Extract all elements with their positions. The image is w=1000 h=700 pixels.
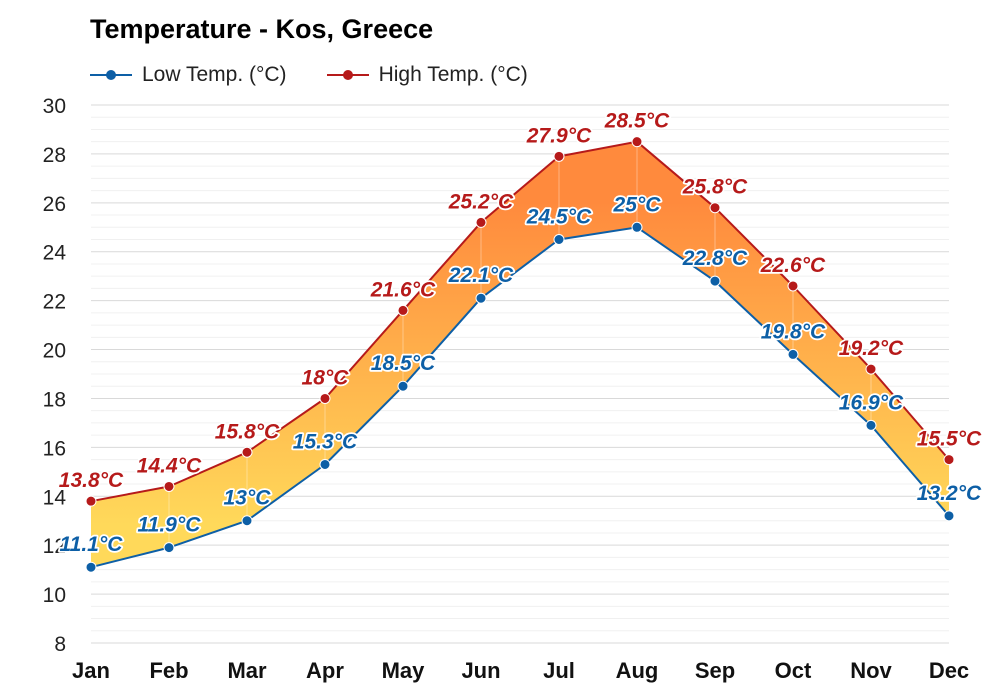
legend-swatch-low bbox=[90, 65, 132, 85]
data-point-high bbox=[943, 454, 955, 466]
data-point-low bbox=[943, 510, 955, 522]
data-label-high: 15.8°C bbox=[215, 420, 280, 443]
data-label-high: 27.9°C bbox=[526, 124, 592, 147]
x-axis: Jan Feb Mar Apr May Jun Jul Aug Sep Oct Nov Dec bbox=[72, 658, 969, 683]
legend-dot-high bbox=[342, 70, 353, 80]
data-point-high bbox=[475, 216, 487, 228]
data-point-low bbox=[475, 292, 487, 304]
data-label-high: 19.2°C bbox=[839, 337, 904, 360]
data-label-low: 11.1°C bbox=[60, 533, 124, 556]
data-point-high bbox=[553, 150, 565, 162]
y-tick-label: 10 bbox=[43, 584, 66, 607]
data-point-high bbox=[397, 304, 409, 316]
data-label-low: 22.8°C bbox=[682, 247, 748, 270]
x-tick-label: Nov bbox=[850, 658, 892, 683]
data-label-high: 18°C bbox=[302, 366, 350, 389]
data-label-high: 25.2°C bbox=[448, 190, 514, 213]
legend-dot-low bbox=[106, 70, 116, 80]
data-label-low: 13°C bbox=[224, 487, 272, 510]
data-point-low bbox=[85, 561, 97, 573]
temperature-range-area bbox=[91, 141, 949, 568]
legend-label-high: High Temp. (°C) bbox=[378, 63, 528, 86]
y-tick-label: 22 bbox=[43, 291, 66, 314]
x-tick-label: Mar bbox=[227, 658, 267, 683]
data-point-low bbox=[709, 275, 721, 287]
data-point-low bbox=[787, 348, 799, 360]
x-tick-label: Dec bbox=[929, 658, 969, 683]
legend-item-high[interactable]: High Temp. (°C) bbox=[326, 63, 528, 87]
data-label-low: 24.5°C bbox=[526, 206, 592, 229]
data-point-low bbox=[631, 221, 643, 233]
y-tick-label: 8 bbox=[54, 633, 66, 656]
data-label-low: 11.9°C bbox=[138, 514, 202, 537]
data-point-high bbox=[241, 446, 253, 458]
data-label-low: 15.3°C bbox=[293, 430, 358, 453]
data-label-high: 28.5°C bbox=[604, 110, 670, 133]
x-tick-label: Jun bbox=[461, 658, 500, 683]
chart-title: Temperature - Kos, Greece bbox=[90, 14, 434, 44]
data-label-high: 22.6°C bbox=[760, 254, 826, 277]
y-tick-label: 30 bbox=[43, 95, 66, 118]
x-tick-label: Aug bbox=[616, 658, 659, 683]
data-point-high bbox=[319, 392, 331, 404]
data-label-low: 22.1°C bbox=[448, 264, 514, 287]
data-label-high: 25.8°C bbox=[682, 176, 748, 199]
data-point-low bbox=[865, 419, 877, 431]
x-tick-label: Oct bbox=[775, 658, 812, 683]
data-label-low: 19.8°C bbox=[761, 320, 826, 343]
y-tick-label: 18 bbox=[43, 388, 66, 411]
data-point-high bbox=[85, 495, 97, 507]
data-point-high bbox=[865, 363, 877, 375]
data-label-high: 15.5°C bbox=[917, 428, 982, 451]
x-tick-label: May bbox=[382, 658, 426, 683]
y-tick-label: 28 bbox=[43, 144, 66, 167]
x-tick-label: Jul bbox=[543, 658, 575, 683]
data-point-low bbox=[553, 234, 565, 245]
data-point-low bbox=[163, 542, 175, 554]
series-layer bbox=[85, 136, 955, 573]
data-point-high bbox=[787, 280, 799, 292]
series-line-high bbox=[90, 140, 950, 503]
legend-label-low: Low Temp. (°C) bbox=[142, 63, 287, 86]
data-label-high: 13.8°C bbox=[59, 469, 124, 492]
legend-swatch-high bbox=[326, 65, 369, 85]
y-tick-label: 14 bbox=[43, 486, 67, 509]
x-tick-label: Feb bbox=[149, 658, 188, 683]
x-tick-label: Jan bbox=[72, 658, 110, 683]
temperature-band bbox=[91, 141, 949, 568]
y-tick-label: 20 bbox=[43, 340, 66, 363]
data-label-high: 14.4°C bbox=[137, 454, 202, 477]
data-point-low bbox=[241, 515, 253, 527]
y-tick-label: 26 bbox=[43, 193, 66, 216]
data-label-low: 13.2°C bbox=[917, 482, 982, 505]
data-label-low: 18.5°C bbox=[371, 352, 436, 375]
data-point-low bbox=[397, 380, 409, 392]
y-tick-label: 12 bbox=[43, 535, 66, 558]
data-label-layer: 13.8°C 14.4°C 15.8°C 18°C 21.6°C 25.2°C 27.9°C… bbox=[57, 108, 984, 558]
y-tick-label: 16 bbox=[43, 437, 66, 460]
data-point-low bbox=[319, 458, 331, 470]
series-line-low bbox=[90, 226, 950, 569]
chart-legend: Low Temp. (°C) High Temp. (°C) bbox=[90, 60, 568, 90]
x-tick-label: Apr bbox=[306, 658, 344, 683]
data-point-high bbox=[163, 480, 175, 492]
data-label-low: 16.9°C bbox=[839, 391, 904, 414]
y-axis: 8 10 12 14 16 18 20 22 24 26 28 30 bbox=[43, 95, 67, 656]
legend-item-low[interactable]: Low Temp. (°C) bbox=[90, 63, 287, 87]
data-label-high: 21.6°C bbox=[370, 278, 436, 301]
x-tick-label: Sep bbox=[695, 658, 735, 683]
data-point-high bbox=[709, 202, 721, 214]
data-point-high bbox=[631, 136, 643, 148]
data-label-low: 25°C bbox=[613, 193, 662, 216]
y-tick-label: 24 bbox=[43, 242, 67, 265]
